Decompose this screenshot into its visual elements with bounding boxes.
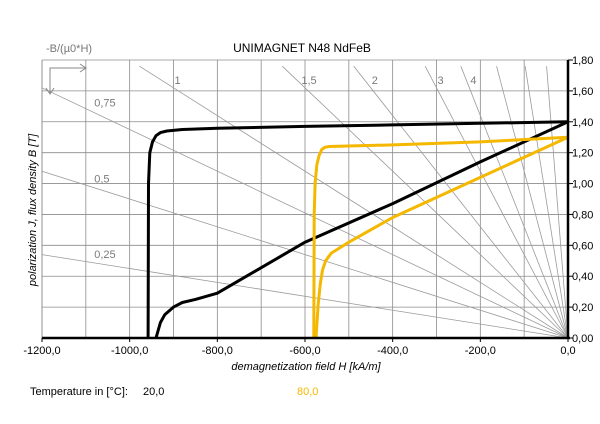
legend-entry-80: 80,0 <box>297 386 319 398</box>
x-axis-label: demagnetization field H [kA/m] <box>231 361 381 373</box>
y-tick-label: 1,00 <box>572 179 593 191</box>
x-tick-label: -1000,0 <box>111 345 148 357</box>
load-line <box>524 66 569 339</box>
y-tick-label: 0,00 <box>572 333 593 345</box>
load-line <box>41 254 569 339</box>
y-tick-label: 0,40 <box>572 271 593 283</box>
y-tick-label: 0,80 <box>572 209 593 221</box>
x-tick-label: -800,0 <box>202 345 233 357</box>
axes <box>41 60 570 340</box>
y-tick-label: 1,80 <box>572 55 593 67</box>
load-line-label: 4 <box>470 75 476 87</box>
load-lines: 0,25 0,5 0,75 1 1,5 2 3 4 <box>41 65 569 339</box>
load-line-label: 0,75 <box>94 98 115 110</box>
legend-entry-20: 20,0 <box>143 386 165 398</box>
curve-j-1 <box>312 135 569 339</box>
chart-title: UNIMAGNET N48 NdFeB <box>233 41 371 55</box>
curve-b-0 <box>154 120 569 339</box>
load-line-label: 0,25 <box>94 249 115 261</box>
curves <box>146 120 569 339</box>
curve-b-1 <box>314 135 569 339</box>
y-tick-label: 1,40 <box>572 117 593 129</box>
x-tick-label: -1200,0 <box>23 345 60 357</box>
arrow-icon <box>45 63 87 95</box>
legend-caption: Temperature in [°C]: <box>30 386 128 398</box>
load-line <box>41 87 569 339</box>
tick-labels: -1200,0 -1000,0 -800,0 -600,0 -400,0 -200,0 0,… <box>23 55 593 357</box>
x-tick-label: -200,0 <box>465 345 496 357</box>
y-axis-label: polarization J, flux density B [T] <box>27 133 39 287</box>
load-line <box>353 65 569 339</box>
load-line-label: 1 <box>174 75 180 87</box>
load-line-label: 1,5 <box>301 75 316 87</box>
y-tick-label: 1,20 <box>572 148 593 160</box>
load-line <box>460 66 569 339</box>
load-line-label: 3 <box>437 75 443 87</box>
x-tick-label: -600,0 <box>289 345 320 357</box>
y-tick-label: 0,60 <box>572 240 593 252</box>
load-line <box>41 170 569 339</box>
x-tick-label: -400,0 <box>377 345 408 357</box>
load-line-label: 0,5 <box>94 173 109 185</box>
load-line <box>139 65 569 339</box>
y-tick-label: 0,20 <box>572 302 593 314</box>
corner-label: -B/(µ0*H) <box>46 43 92 55</box>
y-tick-label: 1,60 <box>572 86 593 98</box>
load-line <box>546 66 569 339</box>
load-line-label: 2 <box>372 75 378 87</box>
load-line <box>424 65 569 339</box>
load-line <box>496 66 569 339</box>
curve-j-0 <box>146 120 569 339</box>
x-tick-label: 0,0 <box>560 345 575 357</box>
